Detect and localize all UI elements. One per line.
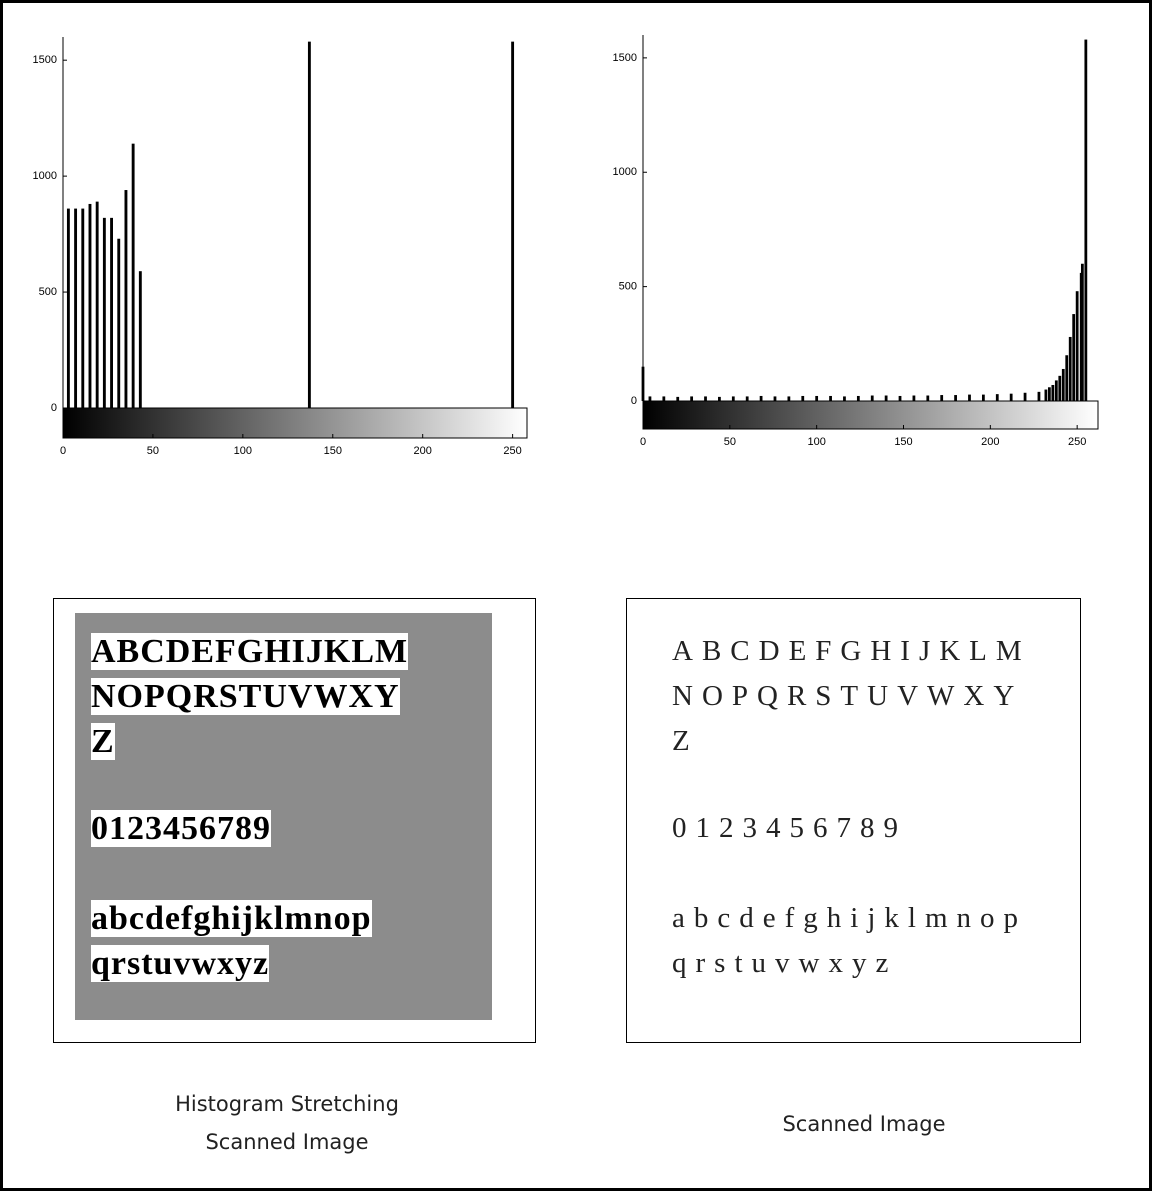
- bar: [1024, 393, 1027, 401]
- bar: [662, 396, 665, 401]
- bar: [857, 396, 860, 401]
- bar: [982, 395, 985, 401]
- y-tick-label: 1500: [613, 52, 637, 64]
- bar: [787, 396, 790, 401]
- bar: [139, 271, 142, 408]
- bar: [642, 367, 645, 401]
- y-tick-label: 1000: [613, 166, 637, 178]
- bar: [732, 396, 735, 401]
- x-tick-label: 150: [324, 445, 342, 457]
- caption: Scanned Image: [664, 1112, 1064, 1136]
- bar: [81, 209, 84, 408]
- x-tick-label: 50: [724, 436, 736, 448]
- bar: [1062, 369, 1065, 401]
- bar: [885, 396, 888, 401]
- image-text-line: Z: [91, 723, 115, 761]
- page: 0500100015000501001502002500500100015000…: [0, 0, 1152, 1191]
- image-text-line: ABCDEFGHIJKLM: [91, 633, 408, 671]
- bar: [1084, 40, 1087, 401]
- image-text-line: NOPQRSTUVWXY: [672, 680, 1023, 713]
- bar: [117, 239, 120, 408]
- bar: [89, 204, 92, 408]
- bar: [103, 218, 106, 408]
- x-tick-label: 250: [1068, 436, 1086, 448]
- x-tick-label: 200: [981, 436, 999, 448]
- image-text-line: NOPQRSTUVWXY: [91, 678, 400, 716]
- bar: [1045, 390, 1048, 401]
- bar: [704, 396, 707, 401]
- y-tick-label: 0: [631, 395, 637, 407]
- bar: [308, 42, 311, 408]
- bar: [1072, 314, 1075, 401]
- bar: [843, 396, 846, 401]
- bar: [511, 42, 514, 408]
- image-text: NOPQRSTUVWXY: [91, 678, 400, 715]
- colorbar: [63, 408, 527, 438]
- bar: [926, 396, 929, 401]
- image-text: Z: [91, 723, 115, 760]
- bar: [74, 209, 77, 408]
- bar: [871, 396, 874, 401]
- bar: [132, 144, 135, 408]
- image-text-line: ABCDEFGHIJKLM: [672, 635, 1031, 668]
- image-text-line: abcdefghijklmnop: [91, 900, 372, 938]
- x-tick-label: 0: [60, 445, 66, 457]
- x-tick-label: 0: [640, 436, 646, 448]
- bar: [1010, 394, 1013, 401]
- image-text-line: abcdefghijklmnop: [672, 902, 1027, 935]
- image-text-line: qrstuvwxyz: [91, 945, 269, 983]
- x-tick-label: 100: [234, 445, 252, 457]
- x-tick-label: 200: [414, 445, 432, 457]
- bar: [1038, 392, 1041, 401]
- colorbar: [643, 401, 1098, 429]
- bar: [718, 397, 721, 401]
- bar: [1069, 337, 1072, 401]
- x-tick-label: 150: [894, 436, 912, 448]
- bar: [1048, 387, 1051, 401]
- image-text-line: 0123456789: [672, 812, 907, 845]
- bar: [96, 202, 99, 408]
- bar: [801, 396, 804, 401]
- x-tick-label: 100: [807, 436, 825, 448]
- x-tick-label: 250: [503, 445, 521, 457]
- image-text: abcdefghijklmnop: [91, 900, 372, 937]
- bar: [1076, 291, 1079, 401]
- bar: [774, 396, 777, 401]
- image-text-line: 0123456789: [91, 810, 271, 848]
- bar: [676, 397, 679, 401]
- bar: [899, 396, 902, 401]
- bar: [1065, 355, 1068, 401]
- y-tick-label: 1500: [33, 54, 57, 66]
- image-text: qrstuvwxyz: [91, 945, 269, 982]
- caption: Histogram Stretching: [87, 1092, 487, 1116]
- y-tick-label: 1000: [33, 170, 57, 182]
- bar: [690, 396, 693, 401]
- image-text: 0123456789: [91, 810, 271, 847]
- y-tick-label: 500: [619, 281, 637, 293]
- x-tick-label: 50: [147, 445, 159, 457]
- bar: [940, 395, 943, 401]
- image-text: ABCDEFGHIJKLM: [91, 633, 408, 670]
- bar: [1055, 380, 1058, 401]
- bar: [954, 395, 957, 401]
- bar: [649, 396, 652, 401]
- bar: [110, 218, 113, 408]
- bar: [67, 209, 70, 408]
- bar: [913, 396, 916, 401]
- y-tick-label: 0: [51, 402, 57, 414]
- bar: [125, 190, 128, 408]
- image-text-line: qrstuvwxyz: [672, 947, 897, 980]
- bar: [996, 394, 999, 401]
- image-text-line: Z: [672, 725, 699, 758]
- bar: [815, 396, 818, 401]
- bar: [760, 396, 763, 401]
- bar: [1058, 376, 1061, 401]
- bar: [968, 395, 971, 401]
- y-tick-label: 500: [39, 286, 57, 298]
- bar: [1051, 385, 1054, 401]
- bar: [1081, 264, 1084, 401]
- bar: [829, 396, 832, 401]
- caption: Scanned Image: [87, 1130, 487, 1154]
- bar: [746, 396, 749, 401]
